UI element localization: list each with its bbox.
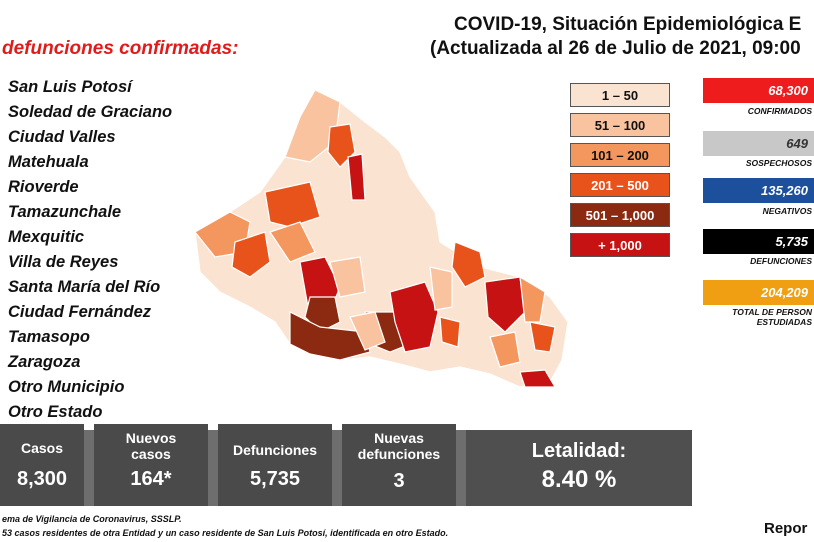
casos-value: 8,300 xyxy=(16,468,68,490)
footer-source: ema de Vigilancia de Coronavirus, SSSLP. xyxy=(2,514,182,524)
report-label: Repor xyxy=(764,520,808,537)
map-region xyxy=(269,221,316,263)
defunciones-label: Defunciones xyxy=(232,442,317,458)
letalidad-value: 8.40 % xyxy=(541,466,617,493)
legend-item: 101 – 200 xyxy=(570,143,670,167)
municipality-item: Rioverde xyxy=(8,178,79,196)
defunciones-value: 5,735 xyxy=(249,468,301,490)
legend-label: + 1,000 xyxy=(598,238,642,253)
stat-sospechosos-value: 649 xyxy=(703,131,814,156)
casos-label: Casos xyxy=(20,440,64,456)
nuevos-casos-tile: Nuevos casos 164* xyxy=(94,424,208,506)
municipality-item: Ciudad Valles xyxy=(8,128,116,146)
legend-label: 101 – 200 xyxy=(591,148,649,163)
municipality-item: Villa de Reyes xyxy=(8,253,119,271)
stat-defunciones-label: DEFUNCIONES xyxy=(750,256,812,266)
casos-tile: Casos 8,300 xyxy=(0,424,84,506)
map-region xyxy=(329,256,366,298)
map-region xyxy=(327,123,356,168)
stat-confirmados-value: 68,300 xyxy=(703,78,814,103)
subheading: defunciones confirmadas: xyxy=(2,38,239,59)
legend-label: 51 – 100 xyxy=(594,118,646,133)
municipality-item: Tamazunchale xyxy=(8,203,122,221)
municipality-list: San Luis Potosí Soledad de Graciano Ciud… xyxy=(8,76,172,426)
municipality-item: Santa María del Río xyxy=(8,278,161,296)
letalidad-tile: Letalidad: 8.40 % xyxy=(466,430,692,506)
map-region xyxy=(289,311,371,361)
map-region xyxy=(231,231,271,278)
municipality-item: Soledad de Graciano xyxy=(8,103,173,121)
title-line-1: COVID-19, Situación Epidemiológica E xyxy=(454,14,802,35)
municipality-item: San Luis Potosí xyxy=(8,78,132,96)
defunciones-tile: Defunciones 5,735 xyxy=(218,424,332,506)
map-region xyxy=(439,316,461,348)
nuevos-casos-label: Nuevos casos xyxy=(125,430,177,462)
map-region xyxy=(429,266,453,311)
municipality-item: Mexquitic xyxy=(8,228,85,246)
map-region xyxy=(529,321,556,353)
nuevas-defunciones-value: 3 xyxy=(393,470,405,492)
stat-defunciones-value: 5,735 xyxy=(703,229,814,254)
nuevos-casos-value: 164* xyxy=(130,468,172,490)
map-region xyxy=(451,241,486,288)
map-region xyxy=(484,276,526,333)
stat-negativos-value: 135,260 xyxy=(703,178,814,203)
municipality-item: Matehuala xyxy=(8,153,89,171)
stat-negativos-label: NEGATIVOS xyxy=(762,206,812,216)
municipality-item: Otro Estado xyxy=(8,403,103,421)
legend-label: 1 – 50 xyxy=(601,88,639,103)
legend-label: 501 – 1,000 xyxy=(585,208,655,223)
map-region xyxy=(489,331,521,368)
legend-item: 501 – 1,000 xyxy=(570,203,670,227)
nuevas-defunciones-tile: Nuevas defunciones 3 xyxy=(342,424,456,506)
stat-total-label: TOTAL DE PERSON ESTUDIADAS xyxy=(732,307,812,327)
legend-item: 1 – 50 xyxy=(570,83,670,107)
municipality-item: Tamasopo xyxy=(8,328,90,346)
map-region xyxy=(389,281,439,353)
state-map xyxy=(194,89,569,388)
legend-item: 51 – 100 xyxy=(570,113,670,137)
title-line-2: (Actualizada al 26 de Julio de 2021, 09:… xyxy=(430,38,801,59)
legend-label: 201 – 500 xyxy=(591,178,649,193)
map-region xyxy=(347,153,366,201)
legend-item: 201 – 500 xyxy=(570,173,670,197)
map-region xyxy=(264,181,321,228)
legend-item: + 1,000 xyxy=(570,233,670,257)
map-region xyxy=(519,275,546,323)
footer-note: 53 casos residentes de otra Entidad y un… xyxy=(2,528,449,538)
nuevas-defunciones-label: Nuevas defunciones xyxy=(357,430,441,462)
stat-confirmados-label: CONFIRMADOS xyxy=(747,106,812,116)
municipality-item: Otro Municipio xyxy=(8,378,125,396)
map-region xyxy=(349,311,386,351)
map-region xyxy=(519,369,557,388)
municipality-item: Zaragoza xyxy=(8,353,81,371)
stat-sospechosos-label: SOSPECHOSOS xyxy=(745,158,812,168)
map-region xyxy=(284,89,341,163)
stat-total-value: 204,209 xyxy=(703,280,814,305)
municipality-item: Ciudad Fernández xyxy=(8,303,152,321)
letalidad-label: Letalidad: xyxy=(531,440,627,462)
